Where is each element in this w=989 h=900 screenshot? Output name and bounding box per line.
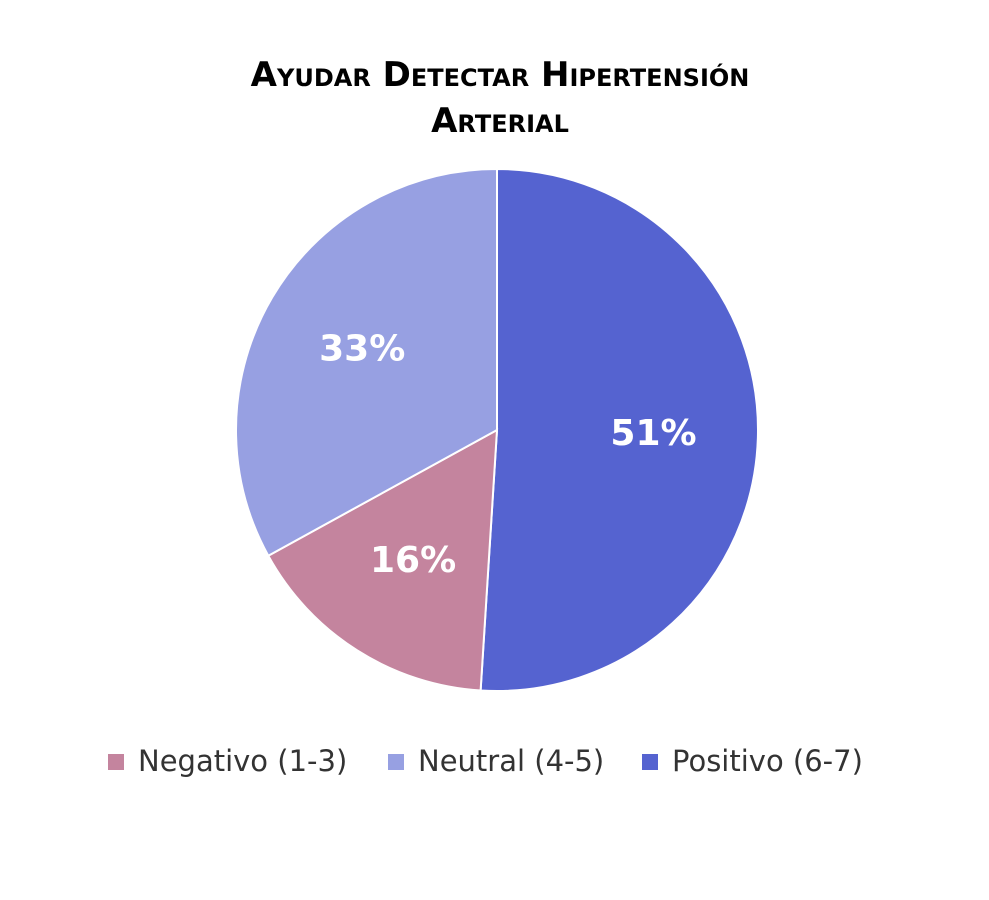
value-label: 33%: [319, 328, 405, 369]
pie-slice: [235, 167, 498, 558]
legend-label: Positivo (6-7): [672, 744, 863, 778]
legend-swatch: [642, 754, 658, 770]
legend-label: Negativo (1-3): [138, 744, 347, 778]
legend-swatch: [388, 754, 404, 770]
value-label: 51%: [610, 413, 696, 454]
pie-slice: [479, 167, 759, 692]
pie-slice: [266, 428, 499, 692]
legend-label: Neutral (4-5): [418, 744, 604, 778]
chart-title: Ayudar Detectar Hipertensión Arterial: [250, 55, 750, 141]
legend-swatch: [108, 754, 124, 770]
value-label: 16%: [370, 540, 456, 581]
